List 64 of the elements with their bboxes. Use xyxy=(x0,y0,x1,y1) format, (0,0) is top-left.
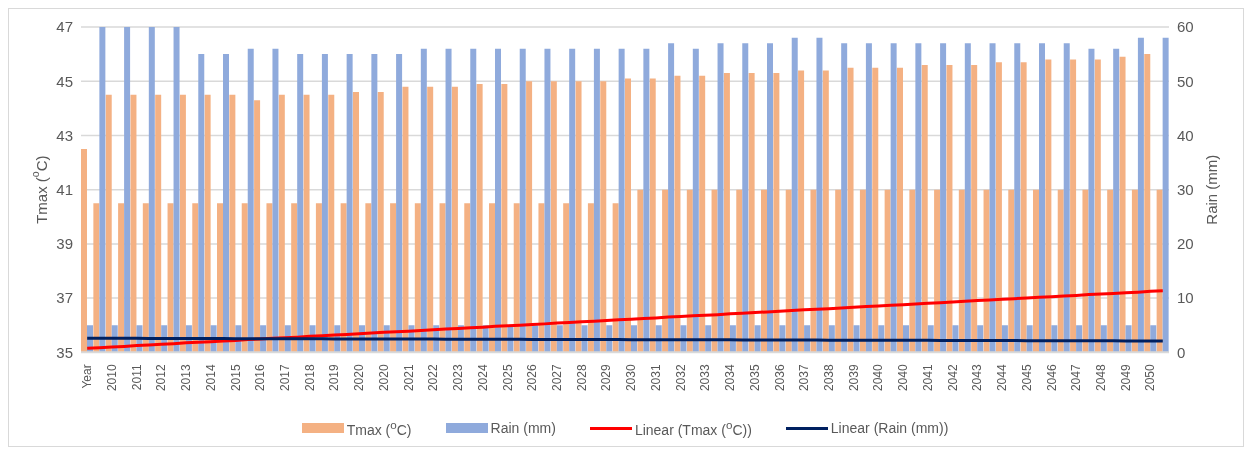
legend-label: Linear (Rain (mm)) xyxy=(830,420,949,437)
x-tick-label: 2025 xyxy=(500,364,515,392)
x-tick-label: 2049 xyxy=(1118,364,1133,392)
x-tick-label: 2016 xyxy=(253,364,268,392)
x-tick-label: 2024 xyxy=(475,364,490,392)
x-tick-label: 2014 xyxy=(203,364,218,392)
y-tick-label: 47 xyxy=(56,18,73,36)
x-tick-label: 2035 xyxy=(747,364,762,392)
x-tick-label: 2045 xyxy=(1019,364,1034,392)
y2-tick-label: 20 xyxy=(1177,235,1194,253)
x-tick-label: 2047 xyxy=(1069,364,1084,392)
y2-tick-label: 0 xyxy=(1177,343,1186,361)
x-tick-label: 2034 xyxy=(723,364,738,392)
x-tick-label: 2048 xyxy=(1094,364,1108,392)
y2-tick-label: 30 xyxy=(1177,181,1194,198)
x-tick-label: 2031 xyxy=(648,364,663,392)
x-tick-label: 2020 xyxy=(352,364,367,392)
x-tick-label: 2015 xyxy=(228,364,243,392)
y2-tick-label: 60 xyxy=(1177,18,1194,36)
y2-tick-label: 10 xyxy=(1177,289,1194,307)
x-tick-label: 2037 xyxy=(797,364,812,392)
x-tick-label: 2036 xyxy=(772,364,787,392)
y-tick-label: 39 xyxy=(56,235,73,253)
x-tick-label: 2028 xyxy=(574,364,589,392)
x-tick-label: 2033 xyxy=(698,364,713,392)
x-tick-label: 2022 xyxy=(426,364,441,392)
x-tick-label: 2019 xyxy=(327,364,342,392)
y-tick-label: 37 xyxy=(56,289,73,307)
legend-label: Tmax ($^{o}$C) xyxy=(346,418,412,438)
x-tick-label: 2041 xyxy=(920,364,935,392)
x-tick-label: 2017 xyxy=(278,364,292,392)
x-tick-label: 2027 xyxy=(550,364,564,392)
x-tick-label: 2020 xyxy=(376,364,391,392)
legend-label: Rain (mm) xyxy=(490,420,556,437)
x-tick-label: 2018 xyxy=(302,364,317,392)
x-tick-label: 2013 xyxy=(179,364,194,392)
y2-axis-title: Rain (mm) xyxy=(1202,154,1220,225)
x-tick-label: 2043 xyxy=(970,364,985,392)
y-tick-label: 43 xyxy=(56,126,73,144)
x-tick-label: 2044 xyxy=(995,364,1010,392)
y2-tick-label: 50 xyxy=(1177,72,1194,90)
line-series xyxy=(85,289,1165,350)
y-tick-label: 45 xyxy=(56,72,73,90)
x-tick-label: 2021 xyxy=(401,364,416,392)
x-tick-label: 2029 xyxy=(599,364,614,392)
x-tick-label: 2039 xyxy=(846,364,861,392)
x-tick-label: 2040 xyxy=(896,364,911,392)
x-tick-label: 2030 xyxy=(624,364,639,392)
x-tick-label: 2023 xyxy=(451,364,466,392)
x-tick-label: 2040 xyxy=(871,364,886,392)
y-tick-label: 41 xyxy=(56,181,73,198)
y2-tick-label: 40 xyxy=(1177,126,1194,144)
x-tick-label: 2026 xyxy=(525,364,540,392)
y-tick-label: 35 xyxy=(56,343,73,361)
x-tick-label: 2046 xyxy=(1044,364,1059,392)
legend-label: Linear (Tmax ($^{o}$C)) xyxy=(634,418,752,438)
x-tick-label: 2012 xyxy=(154,364,169,392)
x-tick-label: 2011 xyxy=(129,364,144,391)
x-tick-label: 2032 xyxy=(673,364,688,392)
x-tick-label: 2038 xyxy=(822,364,836,392)
x-tick-label: 2010 xyxy=(104,364,119,392)
x-tick-label: 2050 xyxy=(1143,364,1158,392)
x-tick-label: 2042 xyxy=(945,364,960,392)
x-tick-label: Year xyxy=(80,364,95,389)
